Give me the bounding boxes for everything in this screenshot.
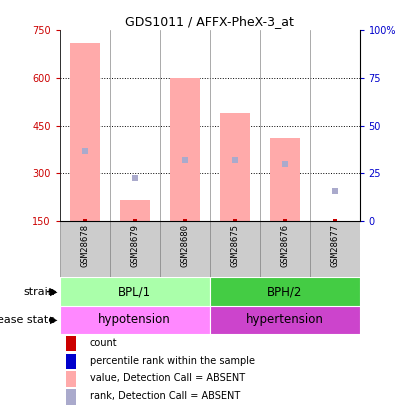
Bar bbox=[60, 277, 210, 306]
Bar bbox=[110, 221, 159, 277]
Bar bbox=[219, 113, 249, 221]
Bar bbox=[66, 354, 76, 369]
Bar bbox=[210, 277, 360, 306]
Bar bbox=[309, 221, 360, 277]
Text: BPL/1: BPL/1 bbox=[118, 285, 151, 298]
Text: BPH/2: BPH/2 bbox=[267, 285, 302, 298]
Bar bbox=[60, 306, 210, 334]
Text: rank, Detection Call = ABSENT: rank, Detection Call = ABSENT bbox=[90, 391, 240, 401]
Bar bbox=[210, 306, 360, 334]
Title: GDS1011 / AFFX-PheX-3_at: GDS1011 / AFFX-PheX-3_at bbox=[125, 15, 294, 28]
Text: hypotension: hypotension bbox=[98, 313, 171, 326]
Text: percentile rank within the sample: percentile rank within the sample bbox=[90, 356, 254, 366]
Text: value, Detection Call = ABSENT: value, Detection Call = ABSENT bbox=[90, 373, 245, 384]
Text: GSM28679: GSM28679 bbox=[130, 224, 139, 266]
Bar bbox=[69, 43, 99, 221]
Text: GSM28677: GSM28677 bbox=[330, 224, 339, 266]
Bar bbox=[60, 221, 110, 277]
Text: count: count bbox=[90, 338, 117, 348]
Text: strain: strain bbox=[23, 287, 55, 296]
Bar bbox=[120, 200, 150, 221]
Text: GSM28676: GSM28676 bbox=[280, 224, 289, 266]
Bar bbox=[260, 221, 309, 277]
Bar bbox=[66, 336, 76, 352]
Text: GSM28678: GSM28678 bbox=[80, 224, 89, 266]
Bar bbox=[170, 78, 200, 221]
Bar bbox=[66, 389, 76, 405]
Text: hypertension: hypertension bbox=[246, 313, 323, 326]
Bar bbox=[66, 371, 76, 387]
Text: ▶: ▶ bbox=[50, 287, 58, 296]
Text: GSM28675: GSM28675 bbox=[230, 224, 239, 266]
Text: GSM28680: GSM28680 bbox=[180, 224, 189, 266]
Bar bbox=[210, 221, 260, 277]
Text: ▶: ▶ bbox=[50, 315, 58, 325]
Text: disease state: disease state bbox=[0, 315, 55, 325]
Bar bbox=[159, 221, 210, 277]
Bar bbox=[270, 138, 300, 221]
